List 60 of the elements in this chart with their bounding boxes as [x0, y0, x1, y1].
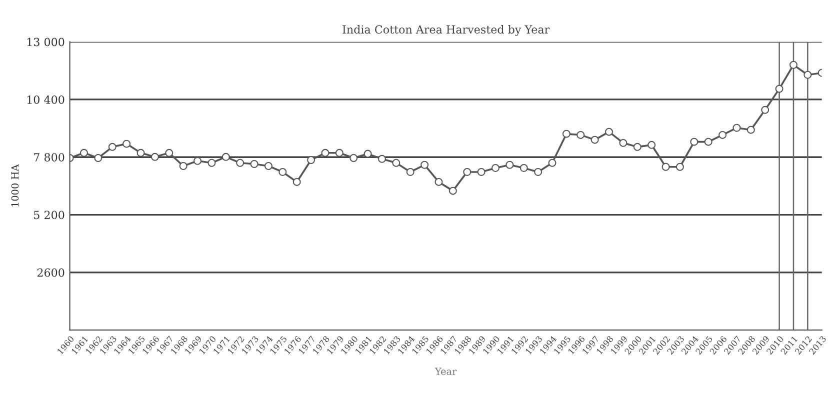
point — [307, 156, 316, 164]
point — [619, 138, 628, 147]
point — [165, 148, 174, 157]
point — [208, 158, 216, 167]
point — [335, 148, 344, 157]
point — [576, 130, 585, 139]
point — [775, 84, 784, 93]
y-tick-label: 5 200 — [34, 210, 64, 220]
point — [278, 168, 287, 176]
point — [477, 168, 486, 176]
point — [250, 160, 258, 168]
point — [179, 162, 188, 170]
point — [321, 148, 330, 157]
point — [406, 168, 414, 176]
point — [292, 178, 301, 186]
point — [761, 106, 770, 114]
point — [562, 130, 570, 138]
y-tick-label: 13 000 — [27, 38, 64, 46]
point — [704, 138, 712, 146]
point — [264, 162, 272, 170]
point — [676, 162, 684, 171]
point — [108, 142, 116, 151]
point — [732, 124, 741, 132]
point — [434, 178, 443, 186]
point — [378, 154, 386, 163]
point — [520, 164, 528, 172]
point — [718, 130, 727, 139]
point — [648, 140, 656, 149]
point — [690, 138, 698, 146]
point — [506, 160, 514, 169]
point — [194, 156, 202, 165]
point — [364, 150, 372, 158]
point — [548, 158, 556, 167]
chart-title: India Cotton Area Harvested by Year — [342, 25, 550, 36]
x-axis-title: Year — [434, 368, 457, 376]
point — [94, 154, 102, 162]
point — [590, 136, 599, 144]
point — [150, 152, 159, 161]
y-tick-label: 10 400 — [27, 95, 64, 104]
point — [463, 168, 472, 176]
point — [633, 142, 642, 151]
point — [222, 152, 230, 161]
point — [492, 164, 500, 172]
point — [534, 168, 542, 176]
point — [136, 148, 145, 157]
point — [746, 126, 755, 134]
y-axis-title: 1000 HA — [11, 164, 19, 206]
point — [80, 148, 88, 157]
y-tick-label: 7 800 — [34, 153, 64, 162]
point — [804, 70, 812, 79]
point — [236, 158, 244, 167]
point — [662, 162, 670, 171]
point — [122, 140, 131, 148]
point — [420, 160, 429, 169]
point — [605, 128, 614, 136]
y-tick-label: 2600 — [37, 268, 64, 277]
point — [448, 186, 457, 195]
point — [789, 60, 798, 69]
point — [392, 158, 400, 167]
point — [350, 154, 358, 162]
